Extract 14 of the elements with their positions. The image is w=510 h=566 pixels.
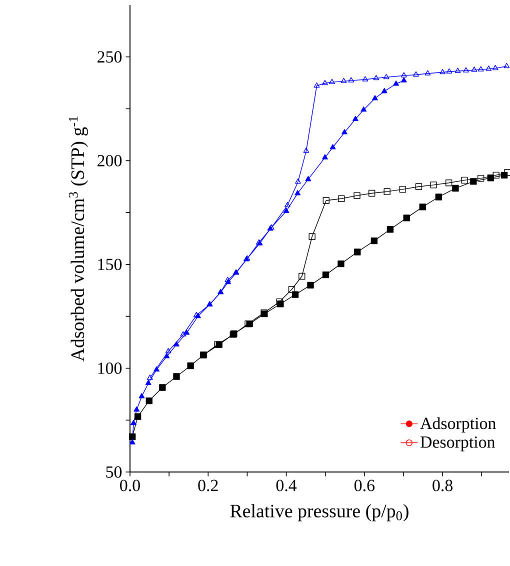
x-tick-label: 0.0 [120, 480, 140, 492]
legend-label: Adsorption [420, 417, 496, 433]
y-tick-label: 100 [98, 362, 122, 374]
x-tick-label: 0.2 [198, 480, 218, 492]
y-axis-title: Adsorbed volume/cm$^{3}$ (STP) g$^{-1}$ [68, 116, 88, 362]
x-tick-label: 0.6 [354, 480, 374, 492]
x-axis-title: Relative pressure (p/p$_{0}$) [230, 504, 408, 522]
x-tick-label: 0.8 [432, 480, 452, 492]
legend-label: Desorption [420, 436, 495, 452]
y-tick-label: 50 [106, 466, 122, 478]
y-tick-label: 250 [97, 51, 122, 63]
y-tick-label: 150 [98, 258, 122, 270]
x-tick-label: 0.4 [276, 480, 296, 492]
y-tick-label: 200 [97, 154, 122, 166]
